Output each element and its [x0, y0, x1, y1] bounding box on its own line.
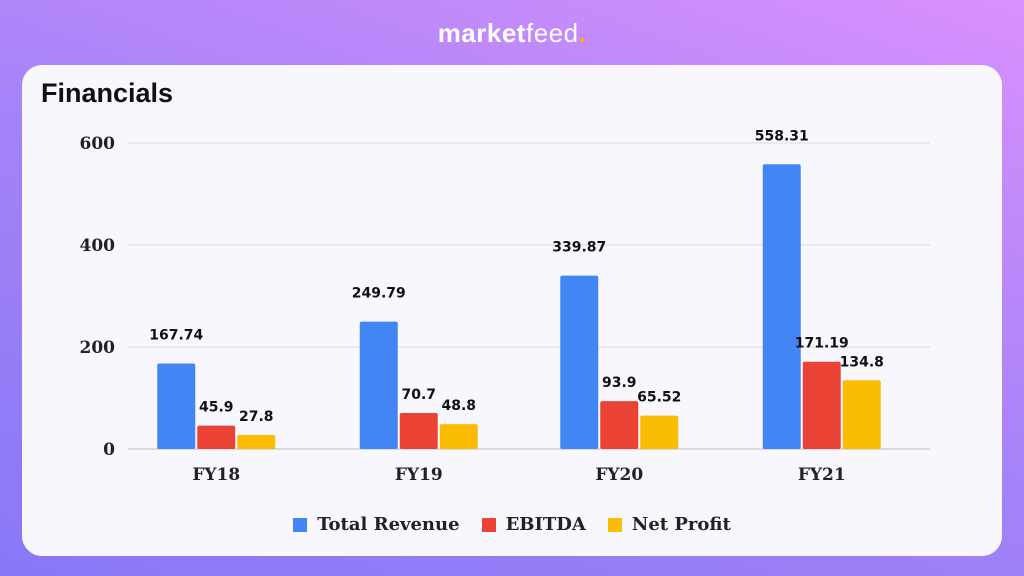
- x-tick-label: FY21: [798, 465, 846, 485]
- legend: Total Revenue EBITDA Net Profit: [0, 514, 1024, 535]
- data-label: 70.7: [401, 387, 436, 403]
- data-label: 65.52: [637, 390, 681, 406]
- y-tick-label: 0: [103, 440, 115, 460]
- x-tick-label: FY20: [595, 465, 643, 485]
- bar-ebitda: [399, 412, 438, 449]
- legend-swatch: [293, 517, 308, 532]
- data-label: 93.9: [602, 375, 637, 391]
- bar-ebitda: [600, 401, 639, 449]
- legend-label: Net Profit: [631, 514, 731, 535]
- data-label: 249.79: [352, 286, 406, 302]
- bar-ebitda: [802, 361, 841, 449]
- legend-item: Net Profit: [607, 514, 731, 535]
- bar-net-profit: [842, 380, 881, 449]
- y-tick-label: 200: [80, 338, 116, 358]
- y-tick-label: 600: [80, 134, 116, 154]
- data-label: 27.8: [239, 409, 274, 425]
- bar-ebitda: [197, 425, 236, 449]
- chart-title: Financials: [41, 78, 174, 108]
- bar-total-revenue: [560, 275, 599, 449]
- y-tick-label: 400: [80, 236, 116, 256]
- data-label: 167.74: [149, 327, 203, 343]
- bar-net-profit: [237, 434, 276, 449]
- legend-item: Total Revenue: [293, 514, 460, 535]
- legend-swatch: [481, 517, 496, 532]
- legend-item: EBITDA: [481, 514, 586, 535]
- data-label: 45.9: [199, 400, 234, 416]
- bar-total-revenue: [762, 164, 801, 449]
- data-label: 558.31: [755, 128, 809, 144]
- bar-net-profit: [640, 415, 679, 449]
- legend-label: Total Revenue: [317, 514, 460, 535]
- data-label: 48.8: [441, 398, 476, 414]
- data-label: 171.19: [795, 336, 849, 352]
- bar-total-revenue: [359, 321, 398, 449]
- x-tick-label: FY19: [395, 465, 443, 485]
- x-tick-label: FY18: [192, 465, 240, 485]
- chart-card: [22, 65, 1002, 556]
- marketfeed-logo: marketfeed.: [437, 18, 587, 48]
- bar-total-revenue: [157, 363, 196, 449]
- legend-swatch: [607, 517, 622, 532]
- data-label: 339.87: [552, 240, 606, 256]
- bar-net-profit: [439, 424, 478, 449]
- legend-label: EBITDA: [505, 514, 586, 535]
- data-label: 134.8: [840, 354, 884, 370]
